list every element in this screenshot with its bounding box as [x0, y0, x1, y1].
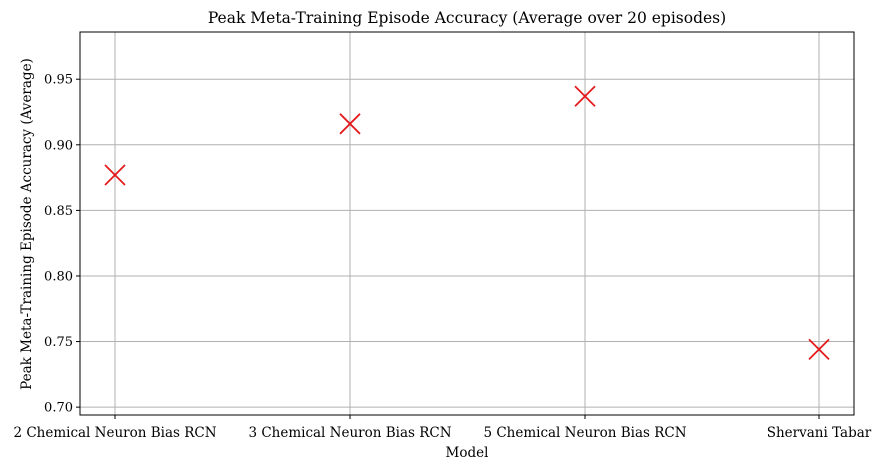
x-tick-label: 3 Chemical Neuron Bias RCN [248, 425, 451, 441]
data-point-marker [574, 85, 596, 107]
marker-stroke [808, 338, 830, 361]
x-tick-label: 5 Chemical Neuron Bias RCN [483, 425, 686, 441]
x-axis-label: Model [446, 445, 489, 461]
y-tick-label: 0.70 [44, 401, 73, 416]
chart-title: Peak Meta-Training Episode Accuracy (Ave… [208, 9, 726, 27]
marker-stroke [574, 85, 596, 107]
y-tick-label: 0.85 [44, 204, 73, 219]
y-tick-label: 0.75 [44, 335, 73, 350]
y-axis-label: Peak Meta-Training Episode Accuracy (Ave… [19, 58, 35, 390]
x-tick-label: Shervani Tabar [767, 425, 872, 441]
data-point-marker [339, 113, 361, 135]
data-point-marker [808, 338, 830, 361]
y-tick-label: 0.90 [44, 138, 73, 153]
plot-frame [79, 31, 855, 416]
marker-stroke [339, 113, 361, 135]
marker-stroke [104, 164, 126, 186]
tick-layer: 2 Chemical Neuron Bias RCN 3 Chemical Neu… [13, 73, 871, 441]
x-tick-label: 2 Chemical Neuron Bias RCN [13, 425, 216, 441]
marker-layer [104, 85, 830, 361]
y-tick-label: 0.80 [44, 269, 73, 284]
data-point-marker [104, 164, 126, 186]
y-tick-label: 0.95 [44, 73, 73, 88]
